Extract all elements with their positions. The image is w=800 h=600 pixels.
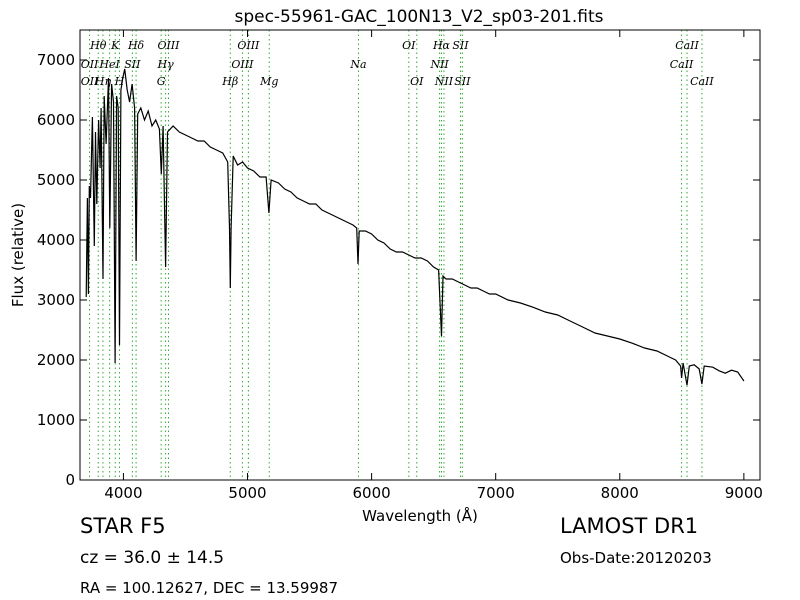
object-class: STAR F5 [80,514,166,538]
line-label-16: CaII [670,58,694,71]
line-label-26: CaII [690,75,714,88]
x-axis-label: Wavelength (Å) [362,506,478,525]
obs-date: Obs-Date:20120203 [560,549,712,567]
line-label-14: Na [349,58,366,71]
line-label-13: OIII [231,58,254,71]
line-label-15: NII [429,58,449,71]
line-label-7: SII [452,39,469,52]
line-label-9: OII [81,58,99,71]
x-tick-label-2: 6000 [353,484,391,502]
line-label-19: H [114,75,125,88]
y-tick-label-4: 4000 [37,231,75,249]
line-label-18: Hη [94,75,112,88]
y-axis-label: Flux (relative) [9,203,27,307]
line-label-4: OIII [237,39,260,52]
survey-name: LAMOST DR1 [560,514,699,538]
y-axis-ticks: 0 1000 2000 3000 4000 5000 6000 7000 [37,51,760,489]
x-tick-label-1: 5000 [228,484,266,502]
x-tick-label-3: 7000 [477,484,515,502]
line-label-8: CaII [675,39,699,52]
plot-frame [79,29,761,481]
y-tick-label-1: 1000 [37,411,75,429]
x-tick-label-5: 9000 [725,484,763,502]
line-label-25: SII [454,75,471,88]
line-label-5: OI [402,39,416,52]
line-label-11: SII [124,58,141,71]
y-tick-label-6: 6000 [37,111,75,129]
line-markers [89,30,703,480]
line-label-17: OII [81,75,99,88]
line-label-12: Hγ [157,58,175,71]
y-tick-label-5: 5000 [37,171,75,189]
line-label-2: Hδ [127,39,145,52]
redshift-readout: cz = 36.0 ± 14.5 [80,548,225,568]
x-tick-label-4: 8000 [601,484,639,502]
line-label-10: HeI [98,58,120,71]
y-tick-label-0: 0 [65,471,75,489]
line-label-21: Hβ [221,75,238,88]
y-tick-label-3: 3000 [37,291,75,309]
line-label-6: Hα [432,39,451,52]
line-label-20: G [157,75,166,88]
y-tick-label-7: 7000 [37,51,75,69]
y-tick-label-2: 2000 [37,351,75,369]
line-label-23: OI [410,75,424,88]
line-label-1: K [110,39,120,52]
line-label-24: NII [434,75,454,88]
coordinates: RA = 100.12627, DEC = 13.59987 [80,579,339,597]
x-tick-label-0: 4000 [104,484,142,502]
chart-title: spec-55961-GAC_100N13_V2_sp03-201.fits [234,7,603,27]
line-label-0: Hθ [89,39,107,52]
x-axis-ticks: 4000 5000 6000 7000 8000 9000 [104,30,763,502]
line-label-3: OIII [157,39,180,52]
spectrum-series [85,68,745,386]
line-label-22: Mg [259,75,278,88]
